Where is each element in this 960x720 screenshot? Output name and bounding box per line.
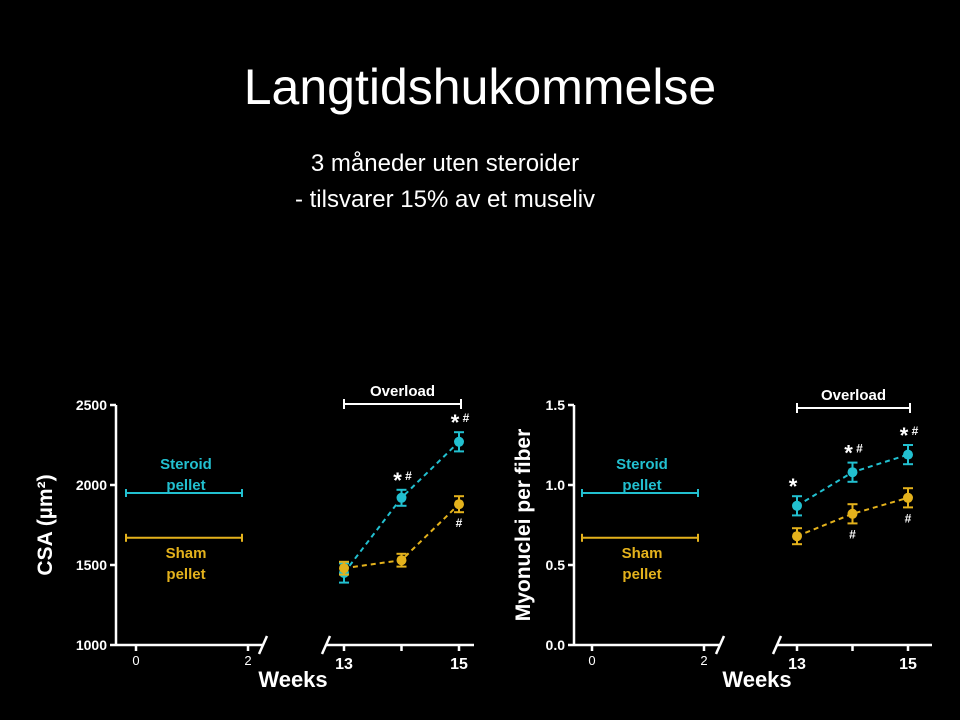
chart2-axis-break-right — [771, 635, 783, 655]
chart2-significance-hash: # — [849, 527, 856, 541]
chart2-x-tick-label: 15 — [899, 656, 917, 673]
chart2-y-tick-label: 1.5 — [546, 397, 566, 413]
chart1-ref-label: Sham — [166, 545, 207, 562]
chart2-y-axis-label: Myonuclei per fiber — [512, 429, 535, 622]
chart1-x-tick-label: 13 — [335, 656, 353, 673]
chart2-y-tick-label: 1.0 — [546, 477, 566, 493]
chart2-y-tick-label: 0.0 — [546, 637, 566, 653]
chart2-overload-label: Overload — [821, 387, 886, 404]
chart1-ref-label: Steroid — [160, 456, 212, 473]
slide-title: Langtidshukommelse — [243, 59, 717, 115]
chart2-ref-label: Steroid — [616, 456, 668, 473]
chart2-axis-break-left — [714, 635, 726, 655]
chart1-y-tick-label: 1000 — [76, 637, 107, 653]
chart2-significance-hash: # — [856, 442, 863, 456]
chart1-x-tick-label: 15 — [450, 656, 468, 673]
chart1-data-point — [454, 499, 464, 510]
chart2-significance-hash: # — [912, 424, 919, 438]
chart1-data-point — [454, 436, 464, 447]
chart1-y-tick-label: 2000 — [76, 477, 107, 493]
slide-subtitle-line-2: - tilsvarer 15% av et museliv — [294, 186, 596, 213]
chart1-ref-label: pellet — [166, 477, 205, 494]
chart1-y-tick-label: 2500 — [76, 397, 107, 413]
chart2-data-point — [792, 531, 802, 542]
chart2-significance-star: * — [900, 423, 909, 448]
chart1-significance-star: * — [393, 468, 402, 493]
chart1-data-point — [339, 563, 349, 574]
slide-subtitle-line-1: 3 måneder uten steroider — [310, 150, 580, 177]
chart2-data-point — [847, 508, 858, 519]
chart2-ref-label: Sham — [622, 545, 663, 562]
chart2-x-tick-label: 0 — [588, 653, 595, 668]
chart2-significance-star: * — [844, 441, 853, 466]
chart1-axis-break-left — [257, 635, 269, 655]
chart2-ref-label: pellet — [622, 566, 661, 583]
chart1-data-point — [396, 492, 407, 503]
chart2-significance-hash: # — [905, 511, 912, 525]
chart1-significance-hash: # — [456, 516, 463, 530]
chart1-y-tick-label: 1500 — [76, 557, 107, 573]
chart1-significance-star: * — [451, 410, 460, 435]
chart2-data-point — [847, 467, 858, 478]
chart1-axis-break-right — [320, 635, 332, 655]
chart2-x-axis-label: Weeks — [722, 667, 791, 692]
chart1-overload-label: Overload — [370, 383, 435, 400]
chart1-ref-label: pellet — [166, 566, 205, 583]
chart2-data-point — [903, 492, 913, 503]
chart2-ref-label: pellet — [622, 477, 661, 494]
chart2-x-tick-label: 13 — [788, 656, 806, 673]
chart1-significance-hash: # — [463, 411, 470, 425]
chart2-x-tick-label: 2 — [700, 653, 707, 668]
chart2-data-point — [903, 449, 913, 460]
chart1-x-tick-label: 0 — [132, 653, 139, 668]
chart1-x-axis-label: Weeks — [258, 667, 327, 692]
chart2-significance-star: * — [789, 474, 798, 499]
chart1-data-point — [396, 555, 407, 566]
chart2-data-point — [792, 500, 802, 511]
chart2-y-tick-label: 0.5 — [546, 557, 566, 573]
chart1-y-axis-label: CSA (µm²) — [34, 474, 57, 575]
chart1-significance-hash: # — [405, 469, 412, 483]
chart1-x-tick-label: 2 — [244, 653, 251, 668]
chart2-series-line-1 — [796, 496, 909, 538]
